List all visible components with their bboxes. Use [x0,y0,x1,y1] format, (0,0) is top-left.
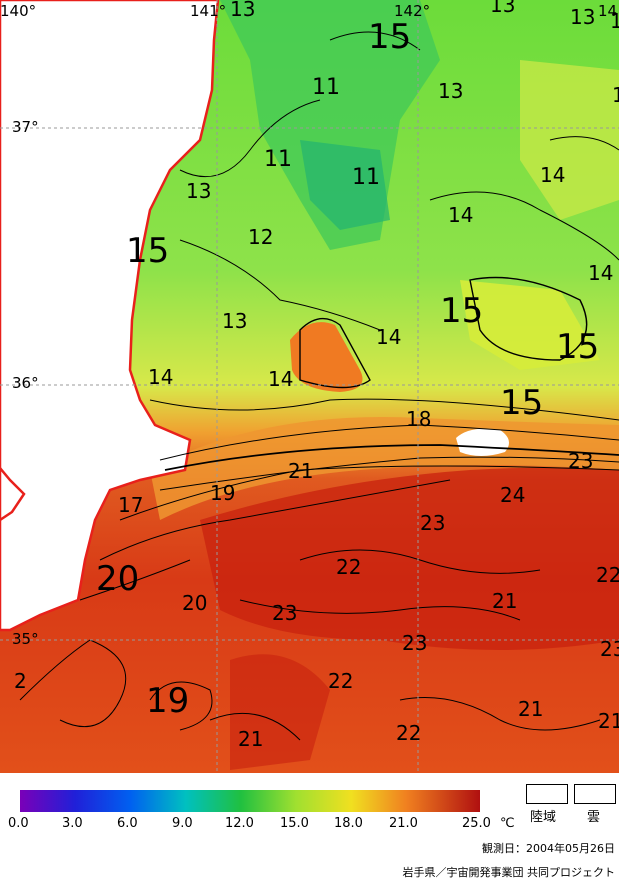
longitude-label: 141° [190,2,227,20]
contour-label: 13 [570,5,595,29]
contour-label: 13 [438,79,463,103]
contour-label: 22 [396,721,421,745]
contour-label-group: 1313151313111313111114131215141415131514… [14,0,619,751]
contour-label: 15 [500,383,543,423]
land-honshu [0,0,220,632]
contour-label: 15 [368,17,411,57]
contour-label: 19 [210,481,235,505]
contour-label: 21 [238,727,263,751]
scale-tick: 9.0 [172,816,193,831]
contour-label: 18 [406,407,431,431]
graticule [0,0,619,773]
longitude-label: 140° [0,2,37,20]
contour-label: 14 [376,325,401,349]
contour-label: 15 [556,327,599,367]
contour-label: 15 [126,231,169,271]
contour-label: 22 [336,555,361,579]
warm-eddy [290,322,363,392]
contour-label: 13 [610,9,619,33]
latitude-label: 37° [12,118,39,136]
contour-label: 20 [96,559,139,599]
temperature-color-scale [20,790,480,812]
warm-core [200,467,619,650]
contour-label: 11 [312,75,340,100]
contour-label: 13 [230,0,255,21]
scale-tick: 0.0 [8,816,29,831]
unit-label: ℃ [500,816,515,831]
scale-tick: 15.0 [280,816,309,831]
land-key-swatch [526,784,568,804]
contour-label: 22 [596,563,619,587]
land-key-label: 陸域 [530,810,557,825]
contour-label: 21 [598,709,619,733]
warm-yellow-patch-2 [520,60,619,220]
scale-tick: 6.0 [117,816,138,831]
warm-core-2 [230,654,330,770]
contour-label: 13 [490,0,515,17]
cloud-key-label: 雲 [587,810,601,825]
contour-label: 14 [588,261,613,285]
cloud-patch [456,428,509,456]
contour-label: 23 [402,631,427,655]
contour-label: 14 [448,203,473,227]
contour-label: 13 [612,83,619,107]
contour-label: 19 [146,681,189,721]
contour-label: 12 [248,225,273,249]
contour-label: 23 [600,637,619,661]
latitude-label: 36° [12,374,39,392]
contour-label: 22 [328,669,353,693]
cloud-key-swatch [574,784,616,804]
scale-tick: 3.0 [62,816,83,831]
contour-label: 17 [118,493,143,517]
scale-tick: 12.0 [225,816,254,831]
contour-label: 14 [540,163,565,187]
contour-label: 23 [420,511,445,535]
contour-label: 23 [568,449,593,473]
isotherm-lines [19,31,619,741]
sea-surface-temperature-map: 1313151313111313111114131215141415131514… [0,0,619,773]
contour-label: 21 [288,459,313,483]
contour-label: 13 [222,309,247,333]
contour-label: 15 [440,291,483,331]
contour-label: 23 [272,601,297,625]
longitude-label: 14 [598,2,618,20]
contour-label: 14 [268,367,293,391]
contour-label: 2 [14,669,27,693]
contour-label: 14 [148,365,173,389]
scale-tick: 18.0 [334,816,363,831]
contour-label: 11 [264,147,292,172]
contour-label: 13 [186,179,211,203]
observation-date: 観測日：2004年05月26日 [482,842,615,855]
contour-label: 11 [352,165,380,190]
contour-label: 24 [500,483,525,507]
latitude-label: 35° [12,630,39,648]
contour-label: 21 [492,589,517,613]
contour-label: 20 [182,591,207,615]
credit-line: 岩手県／宇宙開発事業団 共同プロジェクト [402,866,616,879]
longitude-label: 142° [394,2,431,20]
warm-yellow-patch [460,280,600,370]
scale-tick: 21.0 [389,816,418,831]
land-island [0,466,26,522]
contour-label: 21 [518,697,543,721]
cold-water-patch-2 [300,140,390,230]
scale-tick: 25.0 [462,816,491,831]
